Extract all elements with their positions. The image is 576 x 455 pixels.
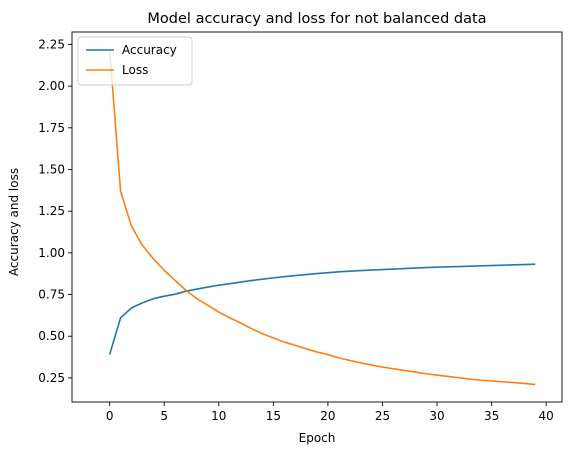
y-tick-label: 0.75 bbox=[38, 288, 65, 302]
y-tick-label: 1.75 bbox=[38, 121, 65, 135]
legend-label-loss: Loss bbox=[122, 63, 148, 77]
y-tick-label: 2.25 bbox=[38, 37, 65, 51]
chart-title: Model accuracy and loss for not balanced… bbox=[147, 11, 486, 27]
plot-area: 0 5 10 15 20 25 30 35 40 0.25 0.50 0.75 1.00 1.25 1.50… bbox=[38, 31, 563, 423]
plot-frame bbox=[71, 31, 563, 403]
legend-label-accuracy: Accuracy bbox=[122, 43, 177, 57]
series-line-accuracy bbox=[108, 263, 536, 355]
y-tick-label: 0.50 bbox=[38, 329, 65, 343]
x-axis-label: Epoch bbox=[299, 431, 336, 445]
y-tick-label: 1.50 bbox=[38, 162, 65, 176]
x-tick-label: 20 bbox=[320, 409, 335, 423]
series-line-loss bbox=[108, 49, 536, 386]
x-tick-label: 10 bbox=[211, 409, 226, 423]
x-tick-label: 35 bbox=[484, 409, 499, 423]
x-tick-label: 40 bbox=[539, 409, 554, 423]
y-tick-label: 1.00 bbox=[38, 246, 65, 260]
y-axis-label: Accuracy and loss bbox=[7, 168, 21, 276]
x-tick-label: 5 bbox=[160, 409, 168, 423]
legend-box bbox=[77, 36, 193, 86]
x-tick-label: 15 bbox=[266, 409, 281, 423]
x-tick-label: 0 bbox=[106, 409, 114, 423]
y-tick-label: 1.25 bbox=[38, 204, 65, 218]
x-tick-label: 25 bbox=[375, 409, 390, 423]
y-tick-label: 2.00 bbox=[38, 79, 65, 93]
y-tick-label: 0.25 bbox=[38, 371, 65, 385]
x-tick-label: 30 bbox=[429, 409, 444, 423]
